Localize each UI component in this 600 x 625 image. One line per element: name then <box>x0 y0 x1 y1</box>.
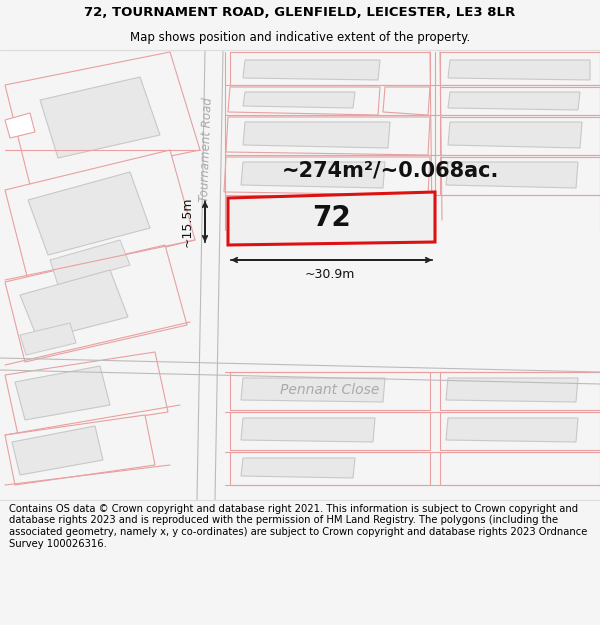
Polygon shape <box>5 352 168 435</box>
Polygon shape <box>40 77 160 158</box>
Polygon shape <box>12 426 103 475</box>
Text: Contains OS data © Crown copyright and database right 2021. This information is : Contains OS data © Crown copyright and d… <box>9 504 587 549</box>
Polygon shape <box>440 452 600 485</box>
Text: 72: 72 <box>312 204 351 232</box>
Polygon shape <box>5 150 195 280</box>
Polygon shape <box>448 60 590 80</box>
Polygon shape <box>440 52 600 85</box>
Polygon shape <box>224 157 430 195</box>
Polygon shape <box>446 418 578 442</box>
Text: 72, TOURNAMENT ROAD, GLENFIELD, LEICESTER, LE3 8LR: 72, TOURNAMENT ROAD, GLENFIELD, LEICESTE… <box>85 6 515 19</box>
Text: Pennant Close: Pennant Close <box>280 383 380 397</box>
Polygon shape <box>243 92 355 108</box>
Polygon shape <box>241 162 385 188</box>
Polygon shape <box>5 52 200 185</box>
Polygon shape <box>230 52 430 85</box>
Polygon shape <box>5 245 187 362</box>
Polygon shape <box>5 415 155 485</box>
Polygon shape <box>20 270 128 340</box>
Polygon shape <box>241 418 375 442</box>
Polygon shape <box>243 122 390 148</box>
Polygon shape <box>28 172 150 255</box>
Polygon shape <box>228 87 380 115</box>
Polygon shape <box>230 412 430 450</box>
Polygon shape <box>230 452 430 485</box>
Polygon shape <box>446 162 578 188</box>
Polygon shape <box>440 412 600 450</box>
Polygon shape <box>226 117 430 155</box>
Polygon shape <box>440 372 600 410</box>
Polygon shape <box>448 122 582 148</box>
Text: Tournament Road: Tournament Road <box>197 98 214 202</box>
Polygon shape <box>20 323 76 355</box>
Text: ~274m²/~0.068ac.: ~274m²/~0.068ac. <box>281 160 499 180</box>
Polygon shape <box>448 92 580 110</box>
Polygon shape <box>383 87 430 115</box>
Polygon shape <box>230 372 430 410</box>
Text: Map shows position and indicative extent of the property.: Map shows position and indicative extent… <box>130 31 470 44</box>
Polygon shape <box>15 366 110 420</box>
Polygon shape <box>241 378 385 402</box>
Text: ~30.9m: ~30.9m <box>305 268 355 281</box>
Polygon shape <box>50 240 130 285</box>
Polygon shape <box>5 113 35 138</box>
Polygon shape <box>241 458 355 478</box>
Polygon shape <box>440 87 600 115</box>
Polygon shape <box>446 378 578 402</box>
Polygon shape <box>440 117 600 155</box>
Text: ~15.5m: ~15.5m <box>181 197 193 248</box>
Polygon shape <box>243 60 380 80</box>
Polygon shape <box>228 192 435 245</box>
Polygon shape <box>440 157 600 195</box>
